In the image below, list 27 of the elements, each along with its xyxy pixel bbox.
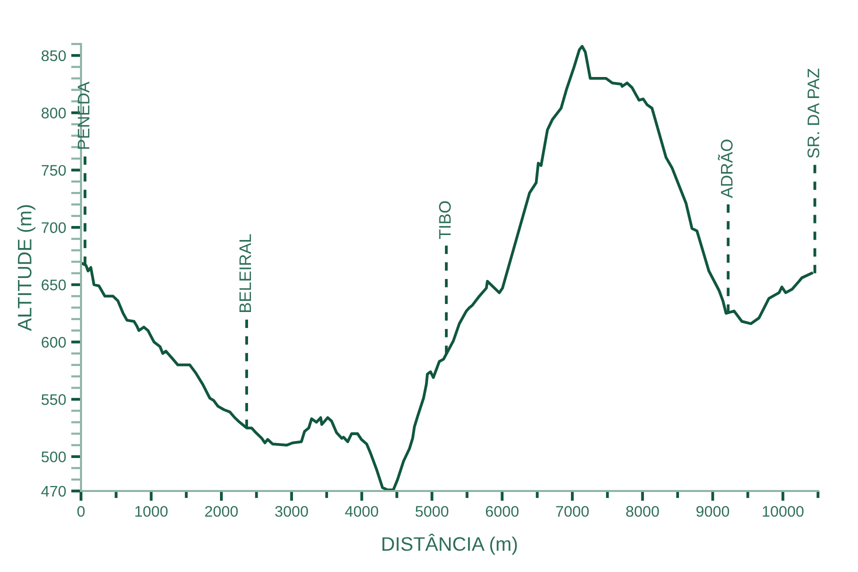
x-tick-label: 9000 [696, 506, 730, 517]
y-tick-label: 800 [42, 108, 66, 118]
ref-line-label: SR. DA PAZ [808, 68, 820, 158]
ref-line-label: BELEIRAL [239, 234, 251, 312]
y-tick-label: 850 [42, 50, 66, 62]
y-tick-label: 700 [42, 222, 66, 234]
y-axis-title: ALTITUDE (m) [17, 205, 36, 332]
x-tick-label: 6000 [486, 506, 519, 517]
y-tick-label: 600 [42, 336, 66, 348]
x-tick-label: 3000 [275, 506, 308, 517]
y-tick-label: 500 [42, 451, 66, 462]
x-tick-label: 4000 [345, 506, 378, 517]
x-tick-label: 8000 [626, 506, 659, 517]
x-tick-label: 0 [77, 506, 85, 517]
x-axis-title: DISTÂNCIA (m) [382, 534, 517, 555]
x-tick-label: 2000 [205, 506, 238, 517]
y-tick-label: 750 [42, 164, 66, 176]
x-tick-label: 5000 [416, 506, 448, 517]
x-tick-label: 10000 [762, 506, 804, 517]
ref-line-label: PENEDA [78, 82, 90, 149]
y-tick-label: 650 [42, 280, 66, 290]
ref-line-label: ADRÃO [718, 140, 733, 198]
y-tick-label: 470 [41, 486, 66, 497]
x-tick-label: 7000 [556, 506, 589, 517]
ref-line-label: TIBO [439, 201, 451, 239]
y-tick-label: 550 [42, 394, 66, 405]
x-tick-label: 1000 [135, 506, 168, 517]
